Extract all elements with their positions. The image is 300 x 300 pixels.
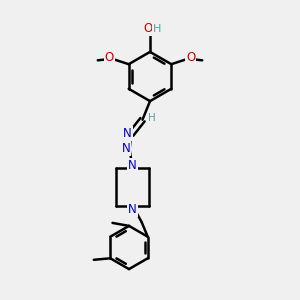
Text: O: O bbox=[186, 51, 195, 64]
Text: O: O bbox=[105, 51, 114, 64]
Text: O: O bbox=[143, 22, 152, 35]
Text: N: N bbox=[128, 202, 137, 216]
Text: N: N bbox=[122, 142, 130, 155]
Text: N: N bbox=[123, 127, 132, 140]
Text: N: N bbox=[128, 159, 137, 172]
Text: H: H bbox=[153, 24, 162, 34]
Text: H: H bbox=[148, 113, 155, 123]
